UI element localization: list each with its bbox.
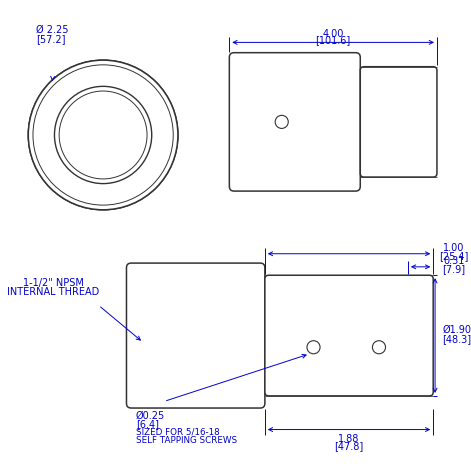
Text: Ø0.25: Ø0.25 bbox=[136, 411, 165, 421]
Text: Ø 2.25: Ø 2.25 bbox=[36, 25, 68, 35]
Text: [47.8]: [47.8] bbox=[334, 441, 364, 451]
FancyBboxPatch shape bbox=[360, 67, 437, 177]
Text: SELF TAPPING SCREWS: SELF TAPPING SCREWS bbox=[136, 436, 237, 445]
Text: 0.31: 0.31 bbox=[443, 256, 464, 266]
Text: 1-1/2" NPSM: 1-1/2" NPSM bbox=[23, 278, 84, 288]
Circle shape bbox=[55, 86, 152, 184]
Text: Ø1.90: Ø1.90 bbox=[443, 325, 471, 335]
Text: 4.00: 4.00 bbox=[323, 29, 344, 39]
FancyBboxPatch shape bbox=[265, 275, 433, 396]
Text: [48.3]: [48.3] bbox=[443, 334, 471, 344]
Text: [7.9]: [7.9] bbox=[442, 264, 465, 274]
Text: SIZED FOR 5/16-18: SIZED FOR 5/16-18 bbox=[136, 428, 219, 437]
Text: 1.00: 1.00 bbox=[443, 243, 464, 253]
Circle shape bbox=[275, 115, 288, 129]
Text: INTERNAL THREAD: INTERNAL THREAD bbox=[8, 287, 100, 297]
Circle shape bbox=[28, 60, 178, 210]
Text: [57.2]: [57.2] bbox=[36, 33, 65, 44]
FancyBboxPatch shape bbox=[127, 263, 265, 408]
Circle shape bbox=[33, 65, 173, 205]
Text: [101.6]: [101.6] bbox=[316, 35, 351, 46]
FancyBboxPatch shape bbox=[229, 53, 360, 191]
Text: [25.4]: [25.4] bbox=[439, 251, 469, 260]
Circle shape bbox=[373, 341, 385, 354]
Circle shape bbox=[307, 341, 320, 354]
Circle shape bbox=[28, 60, 178, 210]
Circle shape bbox=[59, 91, 147, 179]
Text: 1.88: 1.88 bbox=[338, 434, 360, 444]
Text: [6.4]: [6.4] bbox=[136, 419, 159, 429]
